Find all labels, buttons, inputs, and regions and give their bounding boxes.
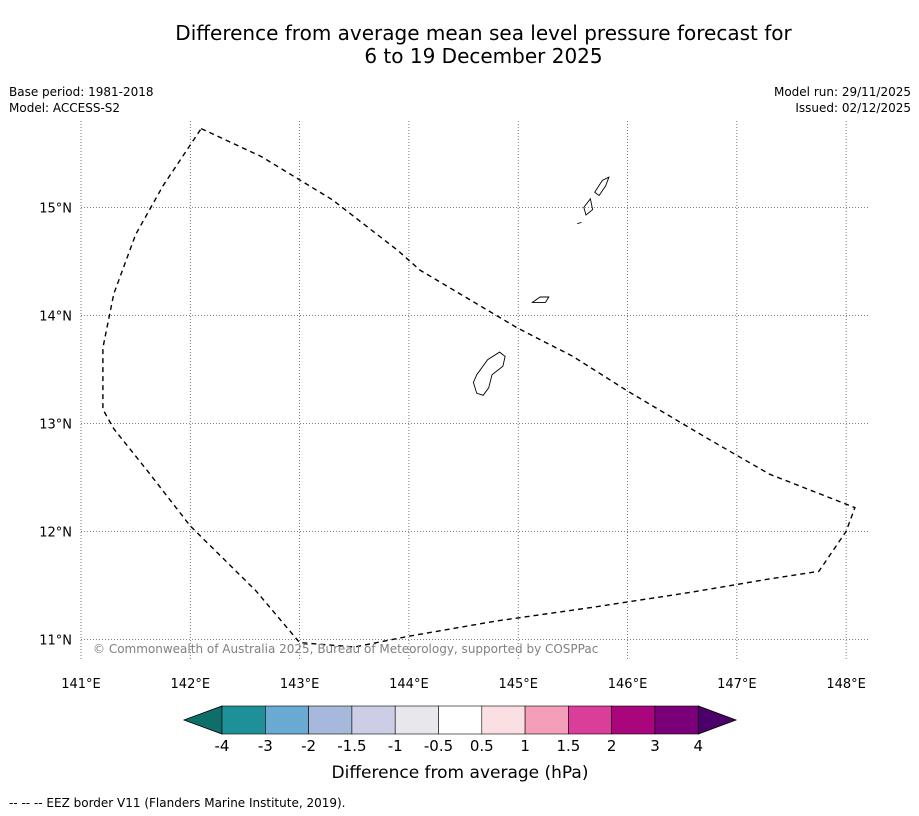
- colorbar-segment: [351, 705, 396, 735]
- colorbar-segment: [481, 705, 526, 735]
- colorbar-tick-label: 4: [694, 737, 704, 755]
- eez-border: [102, 127, 856, 648]
- island-rota: [530, 296, 550, 303]
- colorbar-segment: [524, 705, 569, 735]
- colorbar-tick-label: -0.5: [424, 737, 453, 755]
- base-period: Base period: 1981-2018: [9, 85, 154, 99]
- lon-tick-label: 141°E: [61, 677, 101, 692]
- island-aguijan: [577, 222, 582, 225]
- colorbar-label: Difference from average (hPa): [332, 763, 589, 783]
- island-guam: [472, 351, 506, 396]
- lon-tick-label: 147°E: [717, 677, 757, 692]
- colorbar-extend-low: [182, 705, 223, 735]
- copyright-text: © Commonwealth of Australia 2025, Bureau…: [93, 642, 598, 656]
- meta-left: Base period: 1981-2018 Model: ACCESS-S2: [9, 84, 154, 116]
- chart-title: Difference from average mean sea level p…: [0, 22, 919, 68]
- colorbar-segment: [654, 705, 699, 735]
- colorbar-tick-label: -2: [301, 737, 316, 755]
- lat-tick-label: 11°N: [39, 633, 72, 648]
- title-line-1: Difference from average mean sea level p…: [175, 21, 792, 45]
- lat-tick-label: 12°N: [39, 525, 72, 540]
- colorbar-tick-label: 3: [650, 737, 660, 755]
- model-run: Model run: 29/11/2025: [773, 85, 911, 99]
- meta-right: Model run: 29/11/2025 Issued: 02/12/2025: [774, 84, 911, 116]
- colorbar-segment: [611, 705, 656, 735]
- colorbar: -4 -3 -2 -1.5 -1 -0.5 0.5 1 1.5 2 3 4 Difference fro…: [182, 705, 738, 783]
- colorbar-segment: [394, 705, 439, 735]
- lon-tick-label: 142°E: [171, 677, 211, 692]
- islands-group: [472, 176, 610, 396]
- colorbar-segment: [221, 705, 266, 735]
- eez-border-group: [102, 127, 856, 648]
- colorbar-tick-label: -1: [388, 737, 403, 755]
- lon-tick-label: 144°E: [389, 677, 429, 692]
- lon-tick-label: 143°E: [280, 677, 320, 692]
- colorbar-tick-label: 1: [520, 737, 530, 755]
- axis-labels-group: 141°E 142°E 143°E 144°E 145°E 146°E 147°E 148°E…: [39, 201, 866, 692]
- colorbar-tick-label: -3: [258, 737, 273, 755]
- model-name: Model: ACCESS-S2: [9, 101, 121, 115]
- colorbar-extend-high: [697, 705, 738, 735]
- eez-footnote: -- -- -- EEZ border V11 (Flanders Marine…: [9, 796, 346, 810]
- map-grid: [80, 121, 868, 661]
- colorbar-segment: [308, 705, 353, 735]
- island-tinian: [583, 197, 594, 216]
- colorbar-tick-label: 0.5: [470, 737, 494, 755]
- colorbar-segment: [438, 705, 483, 735]
- title-line-2: 6 to 19 December 2025: [364, 44, 603, 68]
- lon-tick-label: 148°E: [826, 677, 866, 692]
- colorbar-tick-label: 2: [607, 737, 617, 755]
- colorbar-tick-label: -4: [215, 737, 230, 755]
- lon-tick-label: 146°E: [608, 677, 648, 692]
- lon-tick-label: 145°E: [498, 677, 538, 692]
- lat-tick-label: 15°N: [39, 201, 72, 216]
- colorbar-segment: [264, 705, 309, 735]
- colorbar-tick-label: 1.5: [556, 737, 580, 755]
- island-saipan: [594, 176, 610, 197]
- colorbar-tick-label: -1.5: [337, 737, 366, 755]
- lat-tick-label: 14°N: [39, 309, 72, 324]
- lat-tick-label: 13°N: [39, 417, 72, 432]
- issued-date: Issued: 02/12/2025: [795, 101, 911, 115]
- colorbar-segment: [568, 705, 613, 735]
